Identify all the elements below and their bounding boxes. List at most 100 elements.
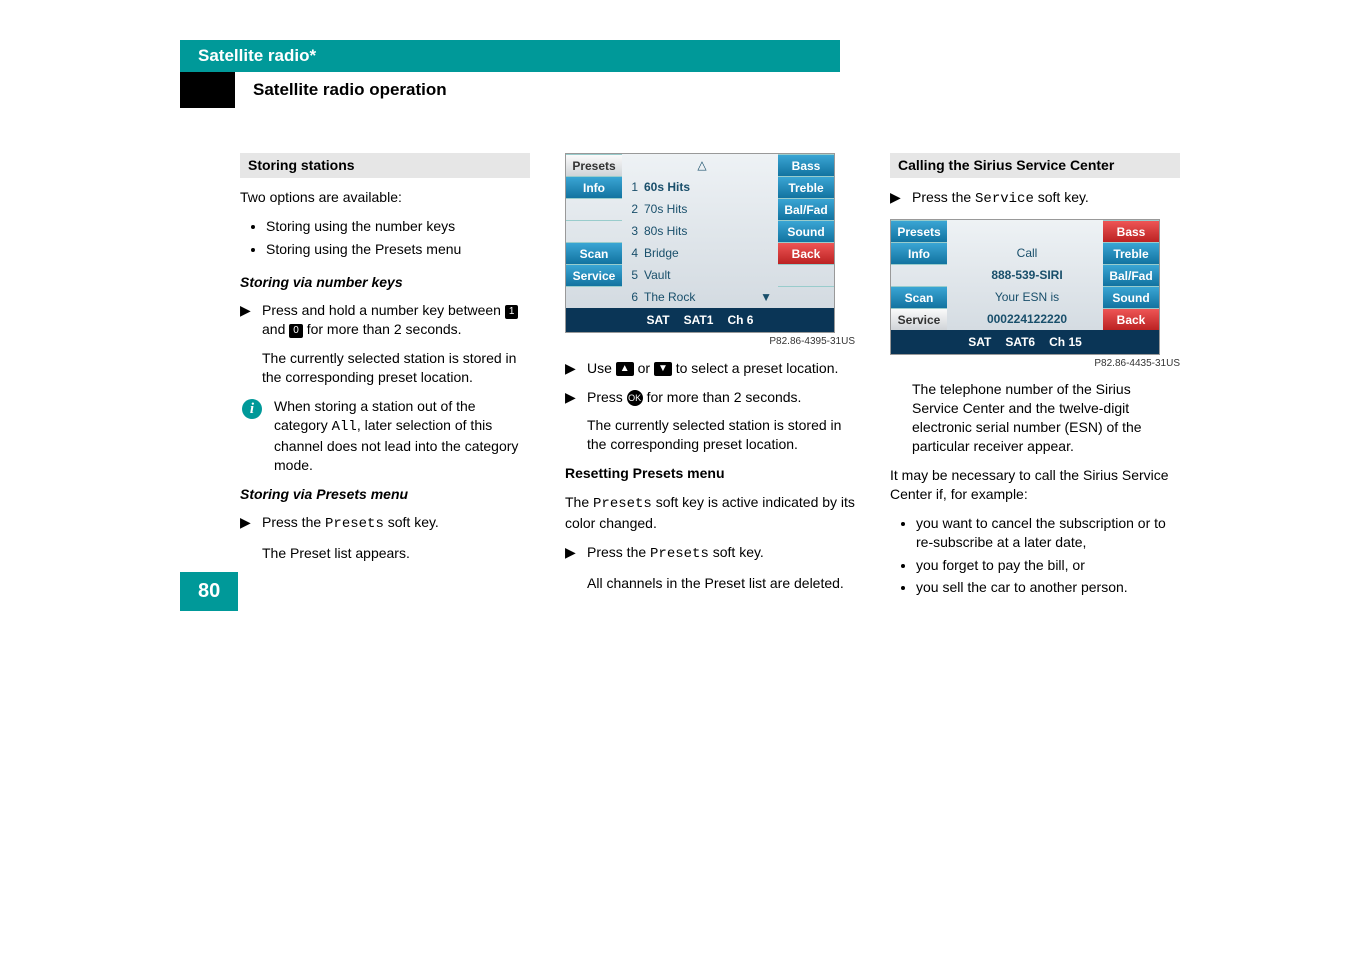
softkey-service: Service: [891, 308, 947, 330]
softkey-label: Service: [975, 191, 1034, 207]
status-channel: Ch 15: [1049, 334, 1082, 350]
softkey-info: Info: [891, 242, 947, 264]
storing-intro: Two options are available:: [240, 188, 530, 207]
step-arrow-icon: ▶: [240, 301, 254, 320]
softkey-sound: Sound: [1103, 286, 1159, 308]
text: soft key.: [709, 544, 764, 560]
text: Press and hold a number key between: [262, 302, 501, 318]
text: Press: [587, 389, 627, 405]
preset-name: 60s Hits: [644, 179, 690, 195]
softkey-presets: Presets: [566, 154, 622, 176]
key-1-icon: 1: [505, 305, 519, 319]
softkey-label: Presets: [325, 516, 384, 532]
text: Use: [587, 360, 616, 376]
text: soft key.: [384, 514, 439, 530]
blank: [947, 220, 1103, 242]
softkey-blank: [778, 286, 834, 308]
status-sat: SAT: [647, 312, 670, 328]
preset-row: 160s Hits: [622, 176, 778, 198]
softkey-presets: Presets: [891, 220, 947, 242]
key-0-icon: 0: [289, 324, 303, 338]
stored-result: The currently selected station is stored…: [587, 416, 855, 454]
preset-row: 380s Hits: [622, 220, 778, 242]
softkey-blank: [566, 220, 622, 242]
preset-name: Bridge: [644, 245, 679, 261]
via-presets-heading: Storing via Presets menu: [240, 485, 530, 504]
text: and: [262, 321, 285, 337]
scroll-up-icon: △: [622, 154, 778, 176]
preset-name: Vault: [644, 267, 670, 283]
radio-screen-2: Presets Bass Info Call Treble 888-539-SI…: [890, 219, 1160, 355]
esn-label-line: Your ESN is: [947, 286, 1103, 308]
step-text: Press the Service soft key.: [912, 188, 1089, 209]
preset-row: 4Bridge: [622, 242, 778, 264]
chapter-title: Satellite radio*: [180, 40, 840, 72]
columns: Storing stations Two options are availab…: [240, 153, 1291, 601]
page-number: 80: [180, 572, 238, 611]
page: Satellite radio* Satellite radio operati…: [0, 0, 1351, 641]
softkey-blank: [566, 286, 622, 308]
preset-row: 5Vault: [622, 264, 778, 286]
preset-name: The Rock: [644, 289, 695, 305]
softkey-info: Info: [566, 176, 622, 198]
storing-stations-header: Storing stations: [240, 153, 530, 178]
softkey-scan: Scan: [566, 242, 622, 264]
preset-row: 270s Hits: [622, 198, 778, 220]
step-text: Press the Presets soft key.: [262, 513, 439, 534]
figure-caption: P82.86-4435-31US: [890, 357, 1180, 371]
scroll-down-icon: ▼: [760, 289, 772, 305]
screen-status-bar: SAT SAT6 Ch 15: [891, 330, 1159, 354]
info-note: i When storing a station out of the cate…: [240, 397, 530, 475]
softkey-balfad: Bal/Fad: [778, 198, 834, 220]
number-key-result: The currently selected station is stored…: [262, 349, 530, 387]
preset-row: 6The Rock▼: [622, 286, 778, 308]
list-item: you forget to pay the bill, or: [916, 556, 1180, 575]
esn-value-line: 000224122220: [947, 308, 1103, 330]
reset-result: All channels in the Preset list are dele…: [587, 574, 855, 593]
may-be-necessary-para: It may be necessary to call the Sirius S…: [890, 466, 1180, 504]
select-preset-step: ▶ Use ▲ or ▼ to select a preset location…: [565, 359, 855, 378]
text: for more than 2 seconds.: [307, 321, 462, 337]
softkey-label: All: [332, 419, 357, 435]
status-sat: SAT: [968, 334, 991, 350]
call-line: Call: [947, 242, 1103, 264]
down-key-icon: ▼: [654, 362, 672, 376]
softkey-balfad: Bal/Fad: [1103, 264, 1159, 286]
screen-service: Presets Bass Info Call Treble 888-539-SI…: [890, 219, 1180, 371]
phone-line: 888-539-SIRI: [947, 264, 1103, 286]
via-number-keys-heading: Storing via number keys: [240, 273, 530, 292]
step-arrow-icon: ▶: [565, 359, 579, 378]
list-item: Storing using the Presets menu: [266, 240, 530, 259]
status-band: SAT1: [684, 312, 714, 328]
text: Press the: [262, 514, 325, 530]
step-arrow-icon: ▶: [240, 513, 254, 532]
text: or: [634, 360, 654, 376]
column-2: Presets △ Bass Info 160s Hits Treble 270…: [565, 153, 855, 601]
number-key-step: ▶ Press and hold a number key between 1 …: [240, 301, 530, 339]
softkey-sound: Sound: [778, 220, 834, 242]
list-item: you want to cancel the subscription or t…: [916, 514, 1180, 552]
calling-header: Calling the Sirius Service Center: [890, 153, 1180, 178]
reset-step: ▶ Press the Presets soft key.: [565, 543, 855, 564]
softkey-bass: Bass: [1103, 220, 1159, 242]
softkey-label: Presets: [593, 496, 652, 512]
preset-name: 80s Hits: [644, 223, 687, 239]
resetting-header: Resetting Presets menu: [565, 464, 855, 483]
step-arrow-icon: ▶: [565, 388, 579, 407]
screen-status-bar: SAT SAT1 Ch 6: [566, 308, 834, 332]
step-text: Press and hold a number key between 1 an…: [262, 301, 530, 339]
info-icon: i: [242, 399, 262, 419]
info-side: i: [240, 397, 264, 419]
list-item: Storing using the number keys: [266, 217, 530, 236]
step-text: Press the Presets soft key.: [587, 543, 764, 564]
reset-intro: The Presets soft key is active indicated…: [565, 493, 855, 533]
softkey-treble: Treble: [778, 176, 834, 198]
softkey-bass: Bass: [778, 154, 834, 176]
presets-softkey-step: ▶ Press the Presets soft key.: [240, 513, 530, 534]
text: Press the: [587, 544, 650, 560]
softkey-blank: [566, 198, 622, 220]
softkey-label: Presets: [650, 546, 709, 562]
column-3: Calling the Sirius Service Center ▶ Pres…: [890, 153, 1180, 601]
text: The: [565, 494, 593, 510]
softkey-blank: [891, 264, 947, 286]
